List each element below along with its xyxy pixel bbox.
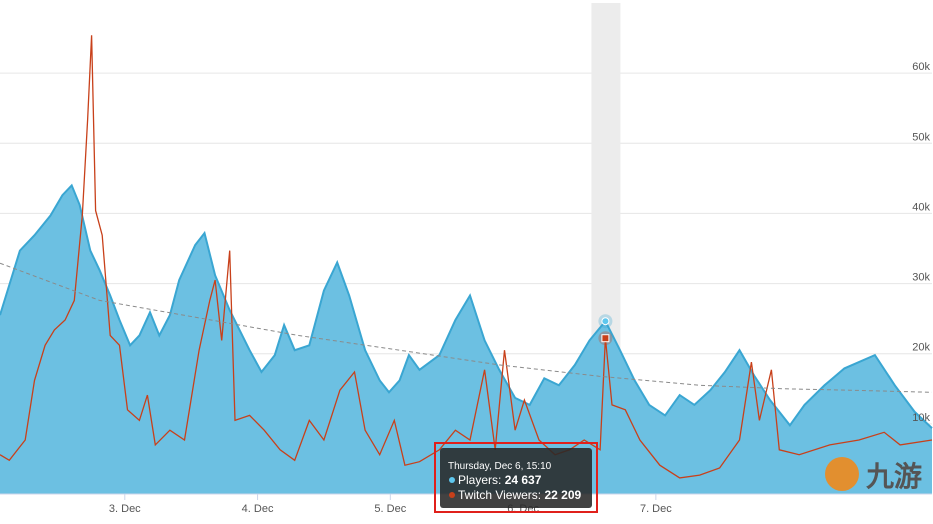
x-tick-label: 3. Dec: [109, 503, 141, 515]
y-tick-label: 40k: [912, 201, 930, 213]
tooltip-value: 24 637: [505, 473, 542, 487]
y-tick-label: 30k: [912, 272, 930, 284]
players-area: [0, 185, 932, 494]
tooltip-label: Twitch Viewers:: [458, 488, 544, 502]
players-line: [0, 183, 933, 429]
y-tick-label: 20k: [912, 342, 930, 354]
tooltip-line: Players: 24 637: [458, 473, 542, 487]
twitch-marker: [601, 334, 610, 343]
plot: [0, 35, 933, 494]
tooltip-line: Twitch Viewers: 22 209: [458, 488, 582, 502]
players-marker: [601, 317, 610, 326]
watermark-logo: [825, 457, 859, 491]
y-tick-label: 50k: [912, 131, 930, 143]
tooltip-box: [440, 448, 592, 508]
tooltip-date: Thursday, Dec 6, 15:10: [448, 461, 552, 472]
tooltip-bullet: [449, 492, 455, 498]
tooltip-bullet: [449, 477, 455, 483]
x-tick-label: 7. Dec: [640, 503, 672, 515]
x-tick-label: 4. Dec: [242, 503, 274, 515]
tooltip-label: Players:: [458, 473, 505, 487]
highlight-frame: [434, 442, 598, 513]
y-tick-label: 60k: [912, 61, 930, 73]
x-tick-label: 5. Dec: [374, 503, 406, 515]
twitch-line: [0, 35, 933, 479]
watermark: 九游: [866, 461, 922, 492]
tooltip-value: 22 209: [544, 488, 581, 502]
y-tick-label: 10k: [912, 412, 930, 424]
trend-line: [0, 262, 933, 393]
